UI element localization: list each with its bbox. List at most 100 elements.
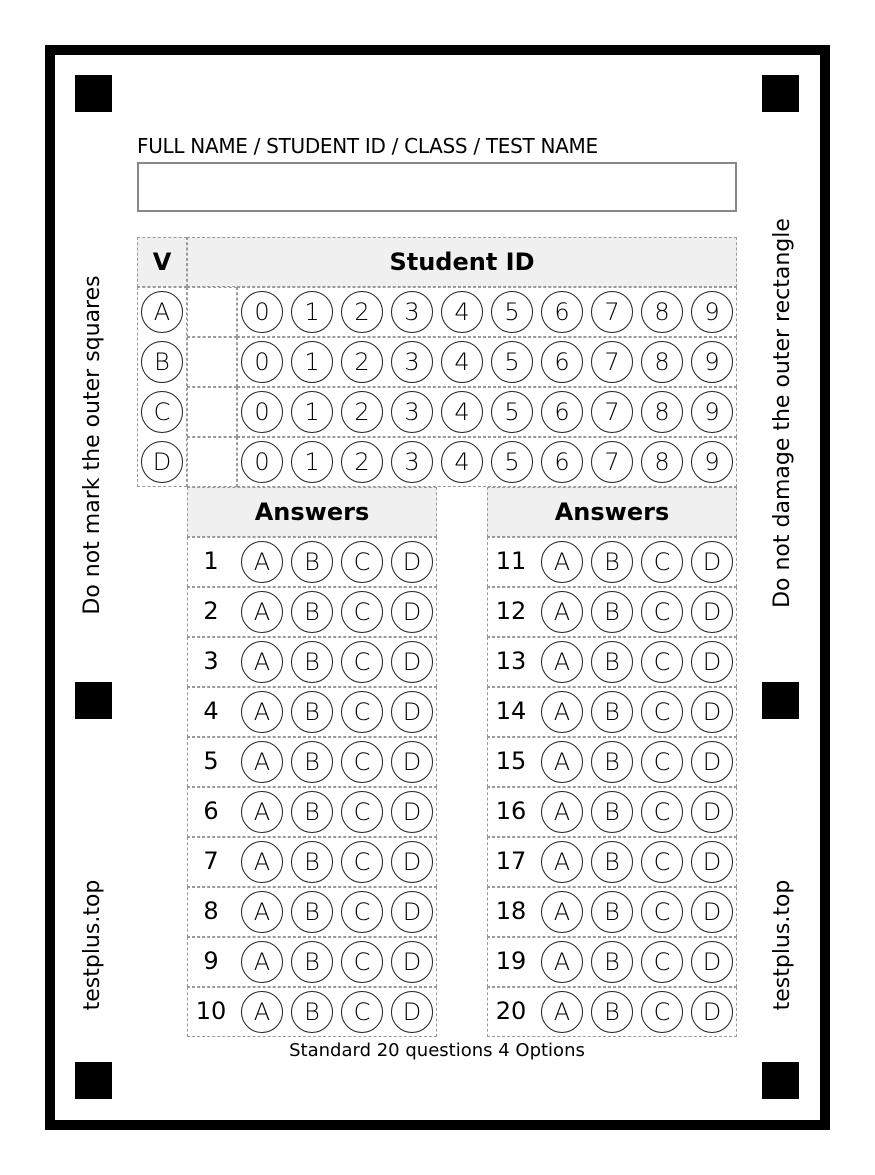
answer-bubble-d[interactable]: D bbox=[691, 941, 733, 983]
answer-bubble-d[interactable]: D bbox=[391, 941, 433, 983]
answer-bubble-b[interactable]: B bbox=[591, 891, 633, 933]
student-id-bubble-1[interactable]: 1 bbox=[291, 341, 333, 383]
answer-bubble-d[interactable]: D bbox=[391, 741, 433, 783]
answer-bubble-b[interactable]: B bbox=[291, 891, 333, 933]
student-id-bubble-3[interactable]: 3 bbox=[391, 441, 433, 483]
answer-bubble-c[interactable]: C bbox=[341, 641, 383, 683]
answer-bubble-a[interactable]: A bbox=[241, 741, 283, 783]
student-id-bubble-6[interactable]: 6 bbox=[541, 441, 583, 483]
student-id-bubble-5[interactable]: 5 bbox=[491, 291, 533, 333]
answer-bubble-b[interactable]: B bbox=[291, 791, 333, 833]
answer-bubble-c[interactable]: C bbox=[341, 741, 383, 783]
answer-bubble-b[interactable]: B bbox=[291, 991, 333, 1033]
student-id-bubble-3[interactable]: 3 bbox=[391, 391, 433, 433]
answer-bubble-b[interactable]: B bbox=[591, 541, 633, 583]
answer-bubble-b[interactable]: B bbox=[291, 841, 333, 883]
answer-bubble-a[interactable]: A bbox=[541, 641, 583, 683]
answer-bubble-d[interactable]: D bbox=[691, 891, 733, 933]
answer-bubble-d[interactable]: D bbox=[391, 791, 433, 833]
answer-bubble-d[interactable]: D bbox=[691, 691, 733, 733]
student-id-bubble-7[interactable]: 7 bbox=[591, 341, 633, 383]
student-id-write-box[interactable] bbox=[187, 387, 237, 437]
student-id-bubble-2[interactable]: 2 bbox=[341, 391, 383, 433]
answer-bubble-c[interactable]: C bbox=[641, 991, 683, 1033]
student-id-bubble-2[interactable]: 2 bbox=[341, 441, 383, 483]
student-id-bubble-1[interactable]: 1 bbox=[291, 291, 333, 333]
answer-bubble-c[interactable]: C bbox=[341, 541, 383, 583]
answer-bubble-b[interactable]: B bbox=[291, 641, 333, 683]
answer-bubble-a[interactable]: A bbox=[241, 541, 283, 583]
answer-bubble-c[interactable]: C bbox=[341, 841, 383, 883]
answer-bubble-a[interactable]: A bbox=[541, 591, 583, 633]
student-id-bubble-0[interactable]: 0 bbox=[241, 441, 283, 483]
student-id-bubble-1[interactable]: 1 bbox=[291, 441, 333, 483]
answer-bubble-a[interactable]: A bbox=[241, 791, 283, 833]
answer-bubble-c[interactable]: C bbox=[341, 891, 383, 933]
student-id-bubble-4[interactable]: 4 bbox=[441, 341, 483, 383]
answer-bubble-d[interactable]: D bbox=[391, 591, 433, 633]
student-id-bubble-0[interactable]: 0 bbox=[241, 291, 283, 333]
student-id-bubble-8[interactable]: 8 bbox=[641, 341, 683, 383]
answer-bubble-b[interactable]: B bbox=[591, 841, 633, 883]
student-id-bubble-2[interactable]: 2 bbox=[341, 291, 383, 333]
answer-bubble-d[interactable]: D bbox=[691, 991, 733, 1033]
student-id-bubble-8[interactable]: 8 bbox=[641, 291, 683, 333]
answer-bubble-c[interactable]: C bbox=[641, 941, 683, 983]
student-id-bubble-4[interactable]: 4 bbox=[441, 391, 483, 433]
student-id-bubble-5[interactable]: 5 bbox=[491, 341, 533, 383]
student-id-write-box[interactable] bbox=[187, 337, 237, 387]
answer-bubble-a[interactable]: A bbox=[541, 991, 583, 1033]
answer-bubble-d[interactable]: D bbox=[691, 741, 733, 783]
answer-bubble-c[interactable]: C bbox=[641, 691, 683, 733]
student-id-write-box[interactable] bbox=[187, 287, 237, 337]
student-id-bubble-9[interactable]: 9 bbox=[691, 391, 733, 433]
student-id-bubble-7[interactable]: 7 bbox=[591, 291, 633, 333]
answer-bubble-c[interactable]: C bbox=[341, 691, 383, 733]
answer-bubble-a[interactable]: A bbox=[241, 991, 283, 1033]
answer-bubble-b[interactable]: B bbox=[591, 791, 633, 833]
answer-bubble-c[interactable]: C bbox=[341, 591, 383, 633]
answer-bubble-a[interactable]: A bbox=[241, 941, 283, 983]
student-id-bubble-6[interactable]: 6 bbox=[541, 391, 583, 433]
answer-bubble-d[interactable]: D bbox=[691, 841, 733, 883]
answer-bubble-c[interactable]: C bbox=[341, 991, 383, 1033]
answer-bubble-a[interactable]: A bbox=[541, 691, 583, 733]
answer-bubble-a[interactable]: A bbox=[541, 541, 583, 583]
student-id-bubble-8[interactable]: 8 bbox=[641, 391, 683, 433]
answer-bubble-a[interactable]: A bbox=[541, 741, 583, 783]
answer-bubble-a[interactable]: A bbox=[241, 591, 283, 633]
student-id-bubble-6[interactable]: 6 bbox=[541, 291, 583, 333]
student-id-bubble-5[interactable]: 5 bbox=[491, 391, 533, 433]
answer-bubble-b[interactable]: B bbox=[591, 741, 633, 783]
student-id-bubble-2[interactable]: 2 bbox=[341, 341, 383, 383]
student-id-bubble-8[interactable]: 8 bbox=[641, 441, 683, 483]
answer-bubble-c[interactable]: C bbox=[341, 941, 383, 983]
answer-bubble-b[interactable]: B bbox=[591, 941, 633, 983]
student-id-bubble-3[interactable]: 3 bbox=[391, 291, 433, 333]
answer-bubble-b[interactable]: B bbox=[591, 591, 633, 633]
answer-bubble-b[interactable]: B bbox=[591, 641, 633, 683]
answer-bubble-d[interactable]: D bbox=[691, 791, 733, 833]
answer-bubble-b[interactable]: B bbox=[591, 691, 633, 733]
answer-bubble-c[interactable]: C bbox=[641, 791, 683, 833]
answer-bubble-a[interactable]: A bbox=[541, 841, 583, 883]
student-id-write-box[interactable] bbox=[187, 437, 237, 487]
student-id-bubble-7[interactable]: 7 bbox=[591, 391, 633, 433]
answer-bubble-c[interactable]: C bbox=[641, 591, 683, 633]
answer-bubble-d[interactable]: D bbox=[691, 541, 733, 583]
answer-bubble-d[interactable]: D bbox=[391, 841, 433, 883]
answer-bubble-a[interactable]: A bbox=[241, 641, 283, 683]
answer-bubble-c[interactable]: C bbox=[641, 891, 683, 933]
answer-bubble-a[interactable]: A bbox=[241, 841, 283, 883]
answer-bubble-b[interactable]: B bbox=[291, 741, 333, 783]
student-id-bubble-9[interactable]: 9 bbox=[691, 341, 733, 383]
answer-bubble-c[interactable]: C bbox=[341, 791, 383, 833]
student-id-bubble-0[interactable]: 0 bbox=[241, 341, 283, 383]
version-bubble-d[interactable]: D bbox=[141, 441, 183, 483]
student-id-bubble-9[interactable]: 9 bbox=[691, 291, 733, 333]
answer-bubble-a[interactable]: A bbox=[241, 891, 283, 933]
answer-bubble-c[interactable]: C bbox=[641, 641, 683, 683]
answer-bubble-a[interactable]: A bbox=[541, 941, 583, 983]
student-id-bubble-5[interactable]: 5 bbox=[491, 441, 533, 483]
answer-bubble-c[interactable]: C bbox=[641, 541, 683, 583]
